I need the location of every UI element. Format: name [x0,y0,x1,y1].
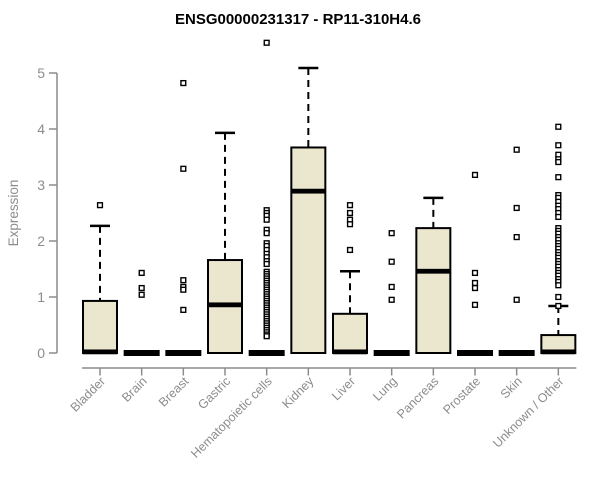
outlier-prostate [471,284,479,292]
outlier-hematopoietic-cells [263,260,270,268]
outlier-unknown-other [555,174,562,181]
median-gastric [208,302,243,308]
outlier-breast [180,286,187,293]
outlier-unknown-other [555,142,562,149]
outlier-breast [180,277,187,284]
outlier-hematopoietic-cells [263,216,270,223]
median-unknown-other [541,349,576,355]
y-tick-label: 3 [37,177,45,193]
outlier-brain [138,269,145,277]
outlier-liver [346,202,354,209]
box-pancreas [415,227,452,354]
box-kidney [290,146,327,354]
x-tick-label-pancreas: Pancreas [394,374,441,421]
x-tick-label-lung: Lung [370,374,400,404]
outlier-prostate [471,279,479,287]
outlier-unknown-other [555,293,562,301]
outlier-skin [513,233,520,241]
outlier-skin [513,204,520,212]
outlier-breast [180,306,187,313]
outlier-unknown-other [555,213,562,221]
box-liver [332,312,369,354]
x-tick-label-hematopoietic-cells: Hematopoietic cells [188,374,275,461]
y-tick-label: 2 [37,233,45,249]
x-tick-label-unknown-other: Unknown / Other [490,374,566,450]
outlier-unknown-other [555,123,562,130]
y-tick-label: 1 [37,289,45,305]
median-brain [123,350,160,356]
outlier-unknown-other [555,158,562,166]
plot-area: 0 1 2 3 4 5 Bladder Brain Breast GastricHematopoi… [37,39,577,461]
x-tick-label-prostate: Prostate [440,374,483,417]
outlier-unknown-other [555,302,562,310]
x-tick-label-skin: Skin [498,374,525,401]
outlier-prostate [471,171,479,179]
y-axis-label: Expression [6,180,21,247]
median-liver [333,349,368,355]
median-prostate [457,350,494,356]
median-skin [498,350,535,356]
median-bladder [83,349,117,355]
outlier-lung [388,230,395,237]
outlier-liver [346,246,354,254]
chart-title: ENSG00000231317 - RP11-310H4.6 [175,11,421,28]
median-lung [373,350,410,356]
x-tick-label-liver: Liver [329,374,358,403]
outlier-breast [180,79,187,87]
outlier-bladder [96,202,104,209]
outlier-liver [346,221,354,228]
x-tick-label-kidney: Kidney [280,374,317,411]
outlier-breast [180,165,187,172]
median-hematopoietic-cells [248,350,285,356]
median-pancreas [416,268,451,274]
outlier-unknown-other [555,282,562,289]
median-breast [165,350,202,356]
x-tick-label-brain: Brain [119,374,150,405]
outlier-liver [346,209,354,217]
median-kidney [291,188,326,194]
x-tick-label-gastric: Gastric [195,374,233,412]
y-tick-label: 5 [37,65,45,81]
outlier-prostate [471,301,479,308]
outlier-lung [388,283,395,291]
outlier-brain [138,284,145,292]
x-tick-label-breast: Breast [156,374,192,410]
outlier-hematopoietic-cells [263,230,270,237]
outlier-prostate [471,269,479,277]
box-bladder [82,299,118,355]
outlier-hematopoietic-cells [263,333,270,340]
outlier-skin [513,146,520,153]
outlier-skin [513,296,520,303]
outlier-lung [388,258,395,265]
outlier-hematopoietic-cells [263,39,270,46]
y-tick-label: 0 [37,345,45,361]
y-tick-label: 4 [37,121,45,137]
outlier-brain [138,291,145,298]
x-tick-label-bladder: Bladder [68,374,108,414]
outlier-lung [388,296,395,303]
